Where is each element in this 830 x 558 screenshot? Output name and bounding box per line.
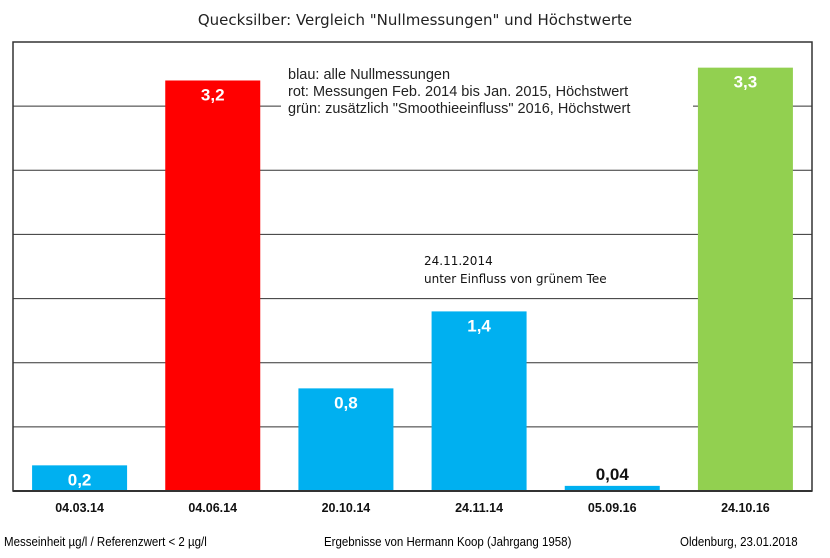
data-label: 1,4: [467, 316, 491, 335]
x-tick-label: 05.09.16: [588, 501, 637, 515]
legend-background: [281, 62, 693, 120]
data-label: 3,2: [201, 85, 225, 104]
x-tick-label: 24.11.14: [455, 501, 503, 515]
x-tick-label: 04.03.14: [55, 501, 104, 515]
footer-author: Ergebnisse von Hermann Koop (Jahrgang 19…: [324, 535, 572, 549]
annotation-date: 24.11.2014: [424, 254, 493, 268]
bar-04.06.14: [165, 80, 261, 491]
data-label: 0,2: [68, 470, 92, 489]
bar-04.03.14: [32, 465, 128, 491]
bar-20.10.14: [298, 388, 394, 491]
footer-unit: Messeinheit µg/l / Referenzwert < 2 µg/l: [4, 535, 207, 549]
bar-05.09.16: [564, 485, 660, 491]
legend-line-blue: blau: alle Nullmessungen: [288, 67, 450, 83]
data-label: 3,3: [734, 73, 758, 92]
annotation-note: unter Einfluss von grünem Tee: [424, 272, 607, 286]
bar-24.11.14: [431, 311, 527, 491]
data-label: 0,04: [596, 465, 630, 484]
x-tick-label: 24.10.16: [721, 501, 770, 515]
x-tick-label: 04.06.14: [188, 501, 237, 515]
annotation: 24.11.2014 unter Einfluss von grünem Tee: [424, 254, 607, 286]
data-label: 0,8: [334, 393, 358, 412]
bar-24.10.16: [697, 67, 793, 492]
chart-title: Quecksilber: Vergleich "Nullmessungen" u…: [198, 11, 632, 29]
legend-line-green: grün: zusätzlich "Smoothieeinfluss" 2016…: [288, 101, 630, 117]
legend-line-red: rot: Messungen Feb. 2014 bis Jan. 2015, …: [288, 84, 628, 100]
footer-place-date: Oldenburg, 23.01.2018: [680, 535, 798, 549]
x-tick-label: 20.10.14: [322, 501, 371, 515]
legend: blau: alle Nullmessungen rot: Messungen …: [288, 67, 630, 117]
